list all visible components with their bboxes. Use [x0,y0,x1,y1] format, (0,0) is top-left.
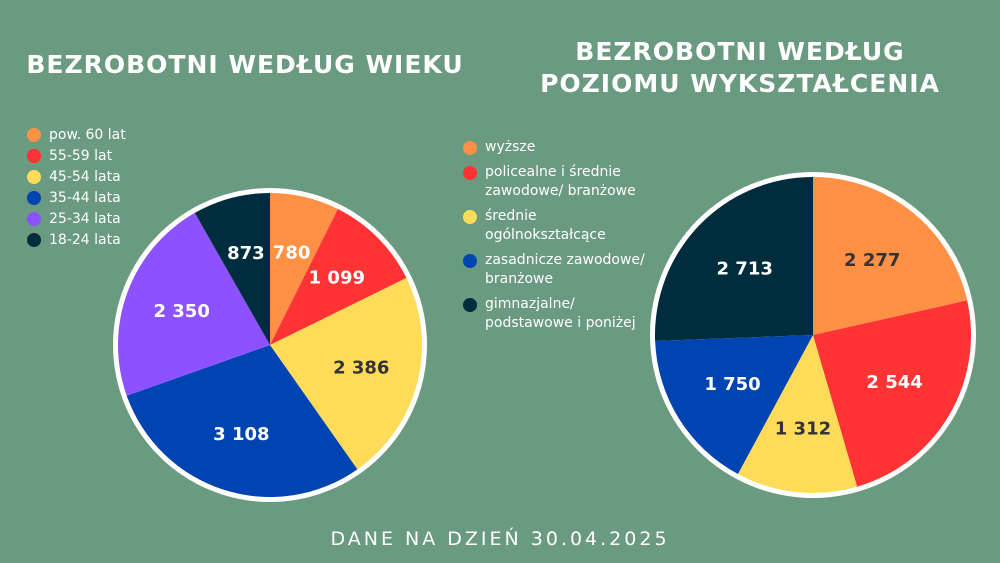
pie-slice-value-label: 2 544 [866,372,922,393]
legend-swatch [27,169,41,184]
legend-label: 25-34 lata [49,210,121,227]
pie-slice [270,208,407,345]
pie-slice [194,193,270,345]
pie-slice-value-label: 2 386 [333,357,389,378]
legend-label: średnie ogólnokształcące [485,208,606,243]
legend-label: 18-24 lata [49,231,121,248]
chart-title-education-line-1: BEZROBOTNI WEDŁUG [575,37,905,66]
legend-item: 18-24 lata [27,229,126,250]
legend-item: 45-54 lata [27,166,126,187]
legend-swatch [463,298,477,312]
legend-swatch [27,127,41,142]
pie-slice [126,345,358,497]
legend-item: policealne i średnie zawodowe/ branżowe [463,163,653,201]
legend-swatch [463,166,477,180]
pie-slice [737,335,858,494]
pie-slice [118,212,270,396]
legend-swatch [27,190,41,205]
pie-slice-value-label: 780 [273,242,311,263]
legend-education: wyższe policealne i średnie zawodowe/ bra… [463,138,653,339]
data-date-footer: DANE NA DZIEŃ 30.04.2025 [330,528,670,550]
chart-title-age: BEZROBOTNI WEDŁUG WIEKU [26,50,464,79]
legend-label: pow. 60 lat [49,126,126,143]
chart-title-education: BEZROBOTNI WEDŁUG POZIOMU WYKSZTAŁCENIA [510,36,970,100]
legend-swatch [27,232,41,247]
pie-slice-value-label: 2 350 [153,301,209,322]
pie-slice [270,277,422,470]
pie-slice-value-label: 2 713 [717,258,773,279]
chart-title-education-line-2: POZIOMU WYKSZTAŁCENIA [540,69,940,98]
legend-label: policealne i średnie zawodowe/ branżowe [485,164,636,199]
legend-item: 25-34 lata [27,208,126,229]
legend-swatch [463,254,477,268]
legend-item: 35-44 lata [27,187,126,208]
pie-slice [813,177,968,335]
legend-item: gimnazjalne/ podstawowe i poniżej [463,295,653,333]
legend-swatch [463,141,477,155]
legend-swatch [27,211,41,226]
legend-label: zasadnicze zawodowe/ branżowe [485,252,645,287]
legend-item: wyższe [463,138,653,157]
pie-slice [655,335,813,475]
legend-item: pow. 60 lat [27,124,126,145]
pie-slice [655,177,813,341]
legend-label: 55-59 lat [49,147,113,164]
pie-slice [270,193,338,345]
legend-label: wyższe [485,139,536,155]
legend-age: pow. 60 lat 55-59 lat 45-54 lata 35-44 lata… [27,124,126,250]
legend-swatch [27,148,41,163]
legend-item: średnie ogólnokształcące [463,207,653,245]
legend-label: 45-54 lata [49,168,121,185]
legend-label: gimnazjalne/ podstawowe i poniżej [485,296,636,331]
pie-slice-value-label: 3 108 [213,424,269,445]
legend-swatch [463,210,477,224]
pie-slice-value-label: 1 312 [775,418,831,439]
pie-slice-value-label: 873 [227,243,265,264]
pie-slice-value-label: 1 750 [704,374,760,395]
legend-item: zasadnicze zawodowe/ branżowe [463,251,653,289]
legend-label: 35-44 lata [49,189,121,206]
legend-item: 55-59 lat [27,145,126,166]
pie-slice [813,300,971,487]
pie-slice-value-label: 2 277 [844,250,900,271]
pie-slice-value-label: 1 099 [309,268,365,289]
